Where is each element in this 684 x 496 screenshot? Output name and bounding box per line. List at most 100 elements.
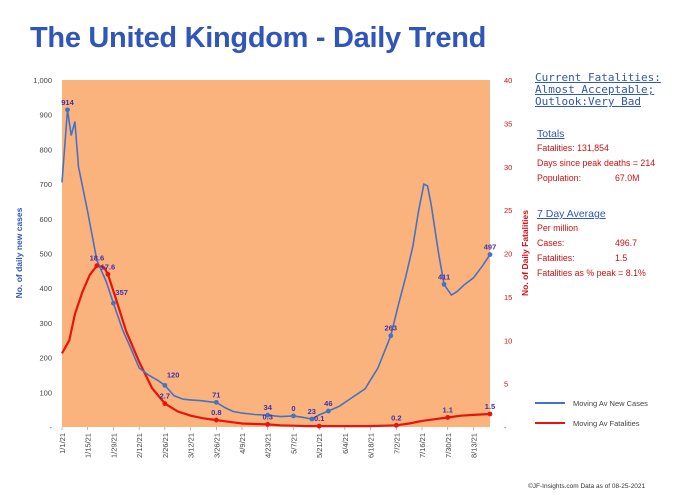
data-label-fatalities: 1.5 [485,402,495,411]
data-point-cases [265,412,271,418]
data-point-cases [162,382,168,388]
page-title: The United Kingdom - Daily Trend [30,22,487,54]
population-label: Population: [537,173,582,183]
data-label-fatalities: 0.8 [211,408,221,417]
status-line: Almost Acceptable; [535,83,655,96]
data-point-cases [291,413,296,419]
data-point-fatalities [162,401,168,406]
x-tick-label: 5/21/21 [315,433,324,458]
data-label-cases: 263 [385,324,398,333]
x-tick-label: 6/4/21 [341,433,350,454]
plot-area [62,80,490,427]
x-tick-label: 6/18/21 [367,433,376,458]
data-label-cases: 411 [438,272,450,281]
data-point-cases [65,107,70,113]
x-tick-label: 8/13/21 [469,433,478,458]
status-panel: Current Fatalities: Almost Acceptable; O… [535,72,661,108]
data-point-fatalities [316,423,322,429]
data-label-cases: 357 [115,288,128,297]
x-tick-label: 2/26/21 [161,433,170,458]
y-right-tick-label: 10 [504,336,512,345]
y-right-tick-label: 5 [504,380,508,389]
y-left-tick-label: 900 [39,111,52,120]
right-axis: - 5 10 15 20 25 30 35 40 [504,76,512,432]
data-label-cases: 0 [291,404,295,413]
data-point-cases [111,300,116,306]
y-left-tick-label: 200 [39,354,52,363]
data-label-fatalities: 0.1 [314,414,324,423]
y-right-tick-label: 25 [504,206,512,215]
footer-credit: ©JF-Insights.com Data as of 08-25-2021 [528,483,646,490]
data-point-fatalities [265,421,271,427]
data-point-fatalities [393,422,399,428]
y-left-axis-label: No. of daily new cases [14,207,24,298]
data-label-cases: 120 [167,370,180,379]
data-point-cases [441,281,447,287]
data-point-fatalities [213,417,219,423]
data-label-fatalities: 18.6 [90,254,105,263]
cases-value: 496.7 [615,238,638,248]
y-left-tick-label: 100 [39,388,52,397]
x-tick-label: 3/26/21 [212,433,221,458]
legend-item-cases: Moving Av New Cases [535,393,648,413]
data-label-cases: 914 [61,98,74,107]
data-label-cases: 34 [264,403,273,412]
x-tick-label: 3/12/21 [187,433,196,458]
data-point-fatalities [487,411,493,417]
left-axis: - 100 200 300 400 500 600 700 800 900 1,000 [33,76,52,432]
x-tick-label: 7/2/21 [392,433,401,454]
y-left-tick-label: 400 [39,284,52,293]
totals-header: Totals [537,128,565,140]
data-label-cases: 71 [212,390,220,399]
y-right-tick-label: 30 [504,163,512,172]
legend-label-fatalities: Moving Av Fatalities [573,418,640,428]
y-right-tick-label: 40 [504,76,512,85]
x-tick-label: 7/16/21 [418,433,427,458]
x-tick-label: 1/29/21 [109,433,118,458]
y-right-tick-label: 35 [504,119,512,128]
y-left-tick-label: 500 [39,250,52,259]
data-label-fatalities: 0.2 [391,413,401,422]
data-point-cases [487,252,493,257]
x-tick-label: 7/30/21 [444,433,453,458]
population-value: 67.0M [615,173,640,183]
legend-swatch-fatalities [535,422,565,424]
data-point-cases [388,333,394,339]
y-right-tick-label: - [504,423,507,432]
cases-label: Cases: [537,238,565,248]
data-label-fatalities: 17.6 [101,262,116,271]
data-point-fatalities [105,271,111,277]
fatalities-label: Fatalities: [537,253,575,263]
y-left-tick-label: 600 [39,215,52,224]
total-fatalities: Fatalities: 131,854 [537,143,609,153]
y-left-tick-label: 1,000 [33,76,52,85]
x-axis: 1/1/21 1/15/21 1/29/21 2/12/21 2/26/21 3/12/2… [58,427,478,458]
series-line-cases [61,109,491,420]
data-labels: 914 357 120 71 34 0 23 46 263 411 497 18.617.6 2.7 0.… [61,98,496,429]
fatalities-pct-peak: Fatalities as % peak = 8.1% [537,268,646,278]
legend: Moving Av New Cases Moving Av Fatalities [535,393,648,433]
y-left-tick-label: 800 [39,145,52,154]
days-since-peak: Days since peak deaths = 214 [537,158,656,168]
data-label-fatalities: 2.7 [160,392,170,401]
y-left-tick-label: 300 [39,319,52,328]
x-tick-label: 4/9/21 [238,433,247,454]
status-line: Current Fatalities: [535,71,661,84]
seven-day-average-header: 7 Day Average [537,208,606,220]
y-right-tick-label: 20 [504,250,512,259]
data-label-fatalities: 1.1 [443,405,453,414]
data-point-cases [325,408,331,414]
x-tick-label: 4/23/21 [264,433,273,458]
cases-row: Cases: 496.7 [537,236,646,251]
per-million-label: Per million [537,223,579,233]
y-left-tick-label: 700 [39,180,52,189]
x-tick-label: 1/1/21 [58,433,67,454]
data-point-fatalities [94,263,100,269]
x-tick-label: 5/7/21 [289,433,298,454]
legend-swatch-cases [535,402,565,404]
legend-label-cases: Moving Av New Cases [573,398,648,408]
x-tick-label: 2/12/21 [135,433,144,458]
series-line-fatalities [61,264,491,428]
data-point-cases [309,416,315,422]
